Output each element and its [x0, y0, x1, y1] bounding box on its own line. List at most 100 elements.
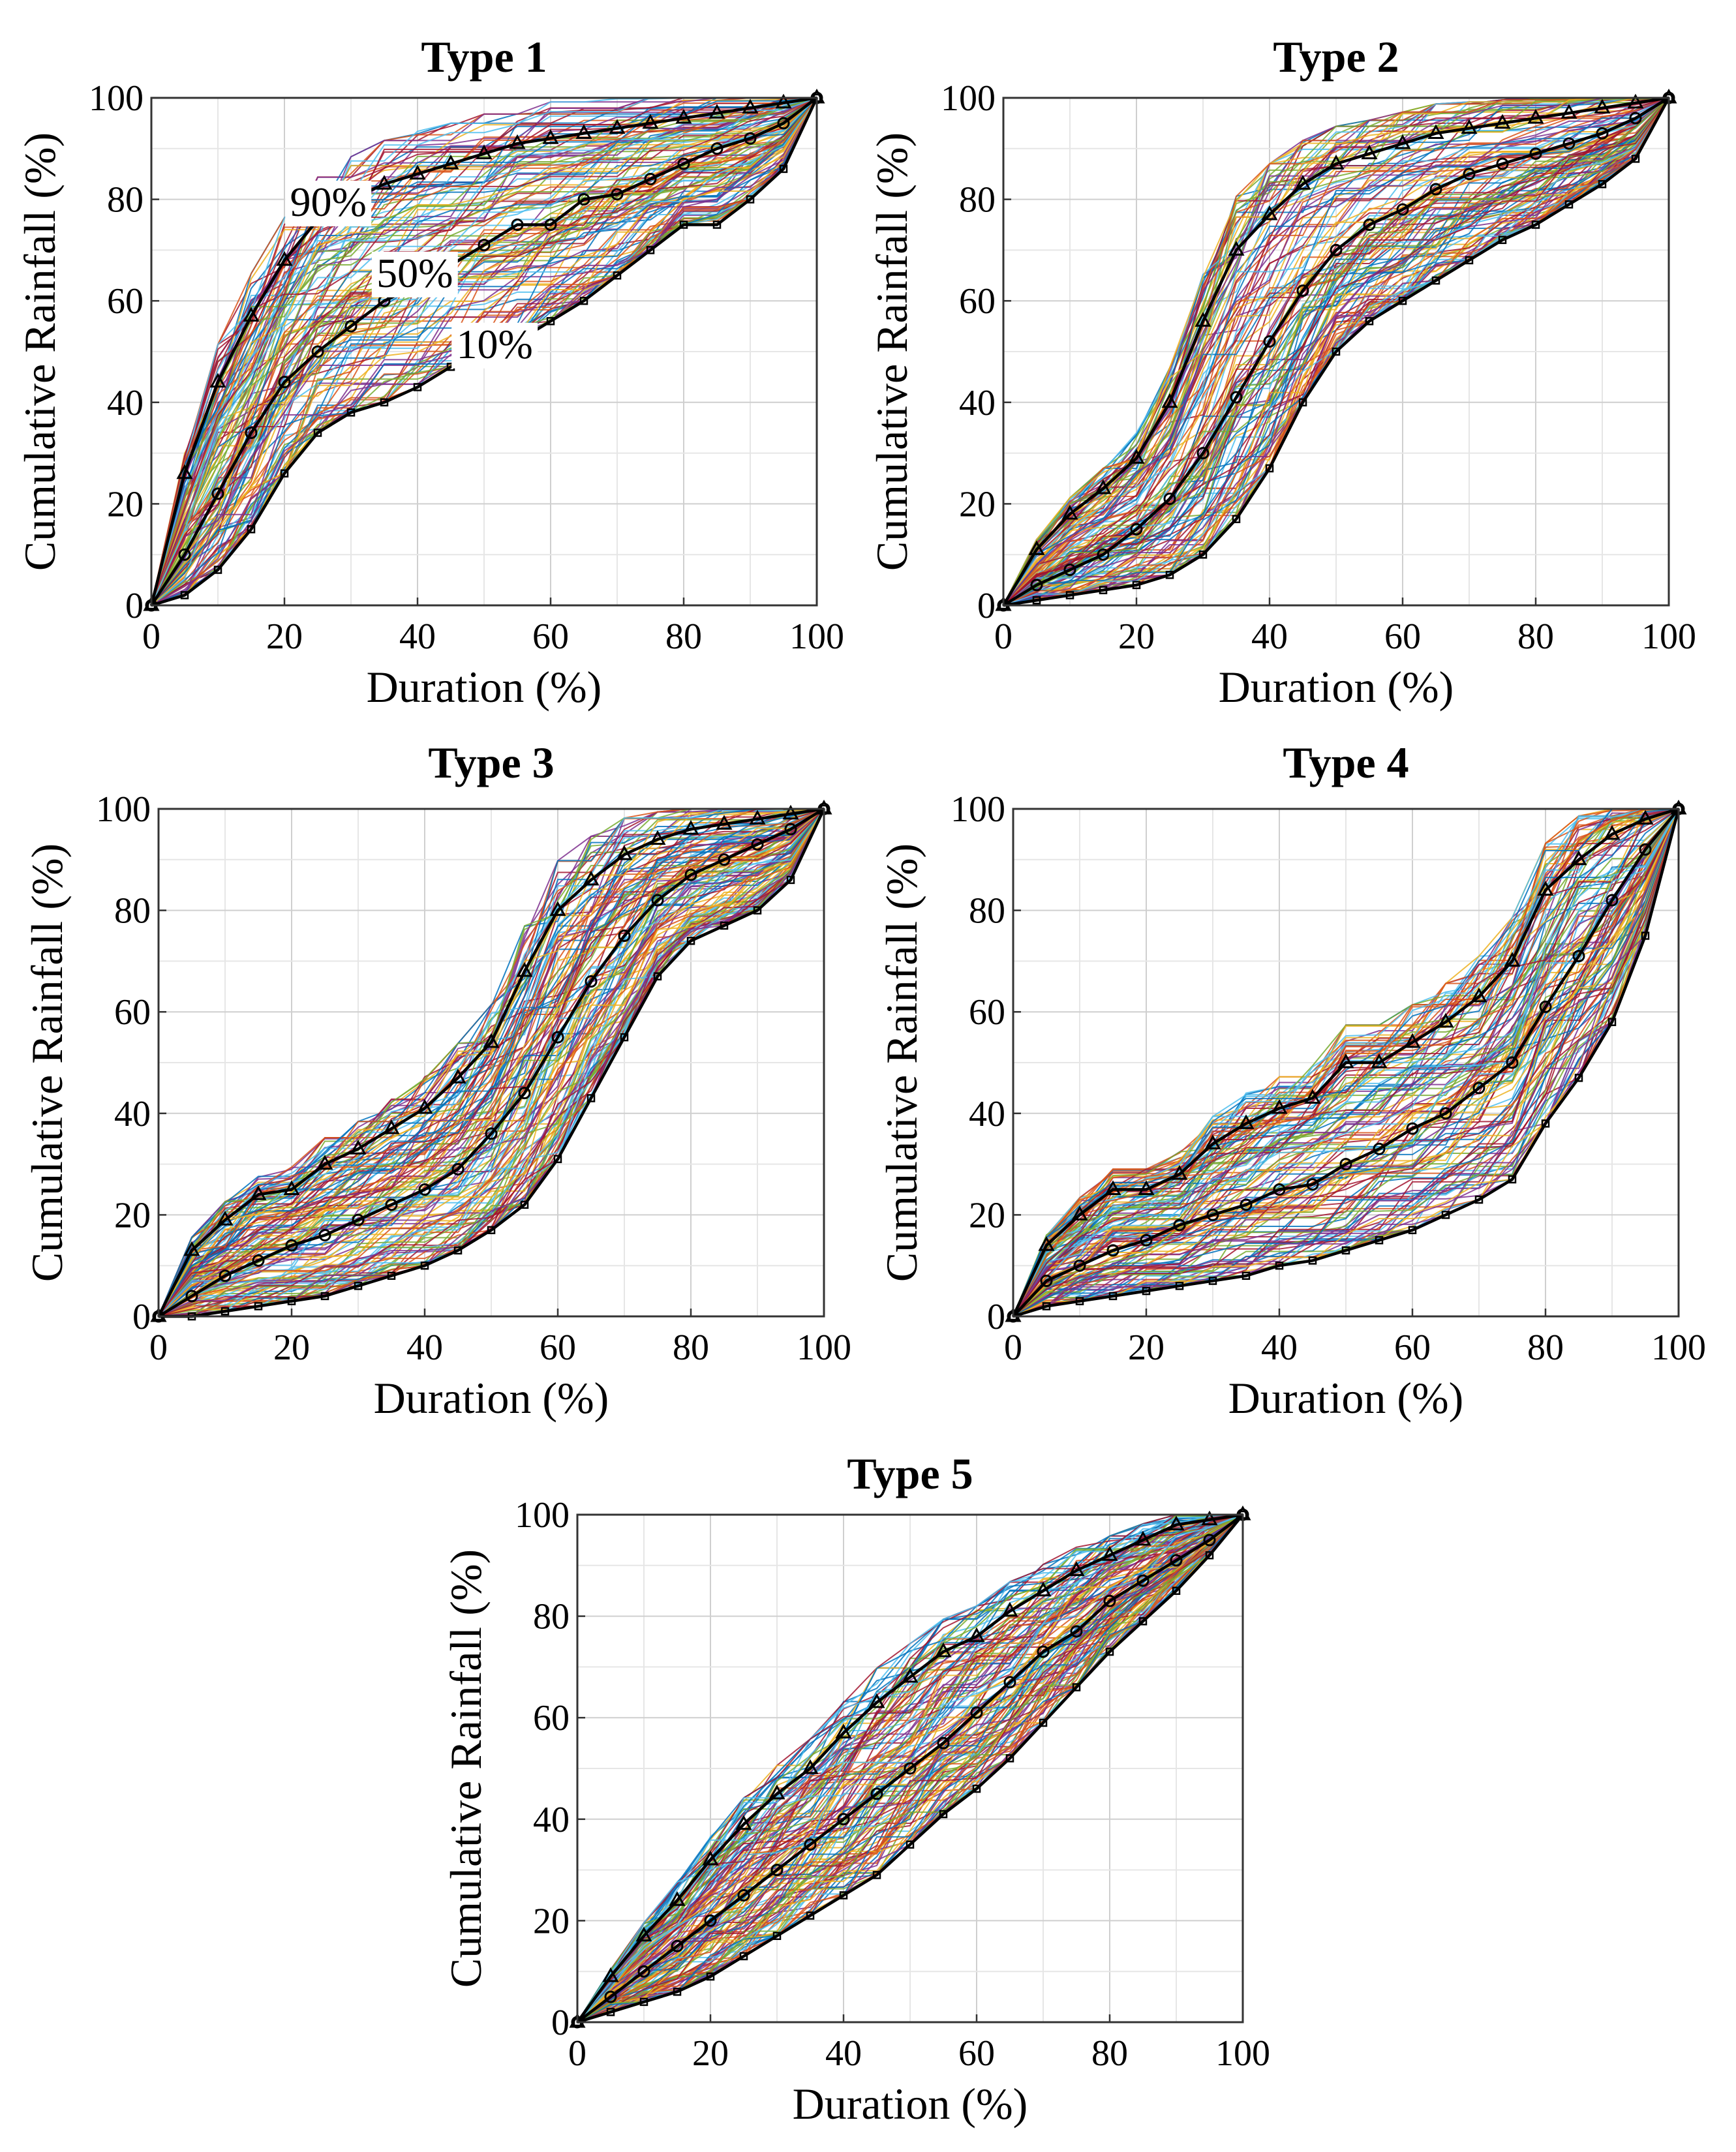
- percentile-point: [1461, 119, 1478, 134]
- percentile-point: [1465, 256, 1474, 265]
- percentile-point: [544, 219, 557, 231]
- percentile-point: [1629, 112, 1642, 125]
- percentile-point: [1203, 1534, 1216, 1547]
- percentile-point: [252, 1254, 265, 1267]
- percentile-point: [1165, 571, 1174, 579]
- y-axis-label: Cumulative Rainfall (%): [15, 132, 65, 571]
- percentile-point: [1028, 540, 1045, 555]
- percentile-point: [1130, 523, 1143, 536]
- event-curve: [1003, 98, 1669, 605]
- percentile-point: [939, 1810, 948, 1819]
- percentile-point: [1168, 1515, 1185, 1531]
- percentile-point: [1508, 1175, 1517, 1184]
- event-curve: [1013, 809, 1679, 1316]
- event-curve: [1003, 98, 1669, 605]
- event-curve: [1003, 98, 1669, 605]
- event-curve: [1013, 809, 1679, 1316]
- percentile-point: [1005, 1754, 1014, 1763]
- ensemble-curves: [1013, 809, 1679, 1316]
- percentile-point: [772, 1932, 782, 1940]
- percentile-point: [1639, 843, 1652, 856]
- y-tick-label: 60: [114, 992, 151, 1033]
- percentile-point: [1537, 881, 1554, 896]
- percentile-point: [716, 815, 733, 830]
- percentile-point: [639, 1997, 648, 2007]
- event-curve: [577, 1515, 1243, 2022]
- event-curve: [1013, 809, 1679, 1316]
- event-curve: [1013, 809, 1679, 1316]
- percentile-point: [802, 1759, 819, 1774]
- event-curve: [577, 1515, 1243, 2022]
- percentile-point: [1572, 950, 1585, 963]
- percentile-point: [1208, 1277, 1217, 1285]
- percentile-point: [710, 142, 723, 155]
- event-curve: [1013, 809, 1679, 1316]
- percentile-point: [344, 320, 358, 333]
- percentile-point: [904, 1762, 917, 1775]
- percentile-point: [1371, 1053, 1388, 1068]
- event-curve: [1003, 98, 1669, 605]
- axes-frame: [1012, 808, 1680, 1318]
- event-curve: [159, 809, 824, 1316]
- percentile-point: [549, 901, 566, 917]
- percentile-line: [577, 1513, 1244, 2024]
- percentile-point: [354, 1282, 363, 1290]
- event-curve: [151, 98, 817, 605]
- event-curve: [159, 809, 824, 1316]
- percentile-point: [786, 875, 795, 885]
- percentile-point: [653, 972, 662, 980]
- event-curve: [1013, 809, 1679, 1316]
- percentile-point: [837, 1813, 850, 1826]
- event-curve: [151, 98, 817, 605]
- percentile-point: [176, 464, 193, 479]
- y-tick-label: 20: [107, 484, 144, 524]
- event-curve: [1013, 809, 1679, 1316]
- percentile-point: [675, 109, 692, 124]
- event-curve: [577, 1515, 1243, 2022]
- percentile-point: [1228, 241, 1245, 256]
- percentile-point: [1365, 317, 1374, 326]
- percentile-point: [1232, 515, 1241, 523]
- percentile-point: [1001, 1601, 1018, 1617]
- y-tick-label: 40: [114, 1094, 151, 1134]
- percentile-point: [1063, 564, 1076, 577]
- percentile-line: [157, 807, 825, 1318]
- percentile-point: [1294, 175, 1311, 190]
- percentile-point: [1328, 155, 1345, 170]
- percentile-point: [453, 1246, 463, 1255]
- y-tick-label: 60: [969, 992, 1005, 1033]
- percentile-point: [682, 820, 699, 835]
- event-curve: [151, 98, 817, 605]
- percentile-point: [770, 1864, 784, 1877]
- percentile-point: [280, 469, 289, 477]
- event-curve: [577, 1515, 1243, 2022]
- event-curve: [159, 809, 824, 1316]
- percentile-point: [1142, 1286, 1151, 1296]
- percentile-point: [1061, 504, 1078, 520]
- panel-title: Type 5: [847, 1449, 973, 1498]
- percentile-point: [1463, 168, 1476, 181]
- percentile-point: [245, 426, 258, 439]
- percentile-point: [902, 1667, 919, 1683]
- event-curve: [577, 1515, 1243, 2022]
- percentile-point: [620, 1033, 629, 1042]
- percentile-point: [1065, 591, 1074, 599]
- percentile-series-50: [1007, 802, 1685, 1323]
- x-axis-label: Duration (%): [367, 662, 602, 712]
- percentile-point: [1596, 127, 1609, 140]
- percentile-point: [706, 1972, 715, 1981]
- percentile-line: [1002, 97, 1670, 607]
- percentile-point: [553, 1155, 562, 1164]
- x-tick-label: 40: [406, 1327, 443, 1368]
- y-tick-label: 60: [959, 281, 996, 322]
- percentile-point: [1173, 1219, 1186, 1232]
- y-tick-label: 20: [114, 1195, 151, 1235]
- event-curve: [1003, 98, 1669, 605]
- event-curve: [577, 1515, 1243, 2022]
- event-curve: [159, 809, 824, 1316]
- event-curve: [577, 1515, 1243, 2022]
- y-tick-label: 20: [959, 484, 996, 524]
- y-tick-label: 0: [132, 1297, 151, 1337]
- event-curve: [1013, 809, 1679, 1316]
- percentile-point: [551, 1031, 564, 1044]
